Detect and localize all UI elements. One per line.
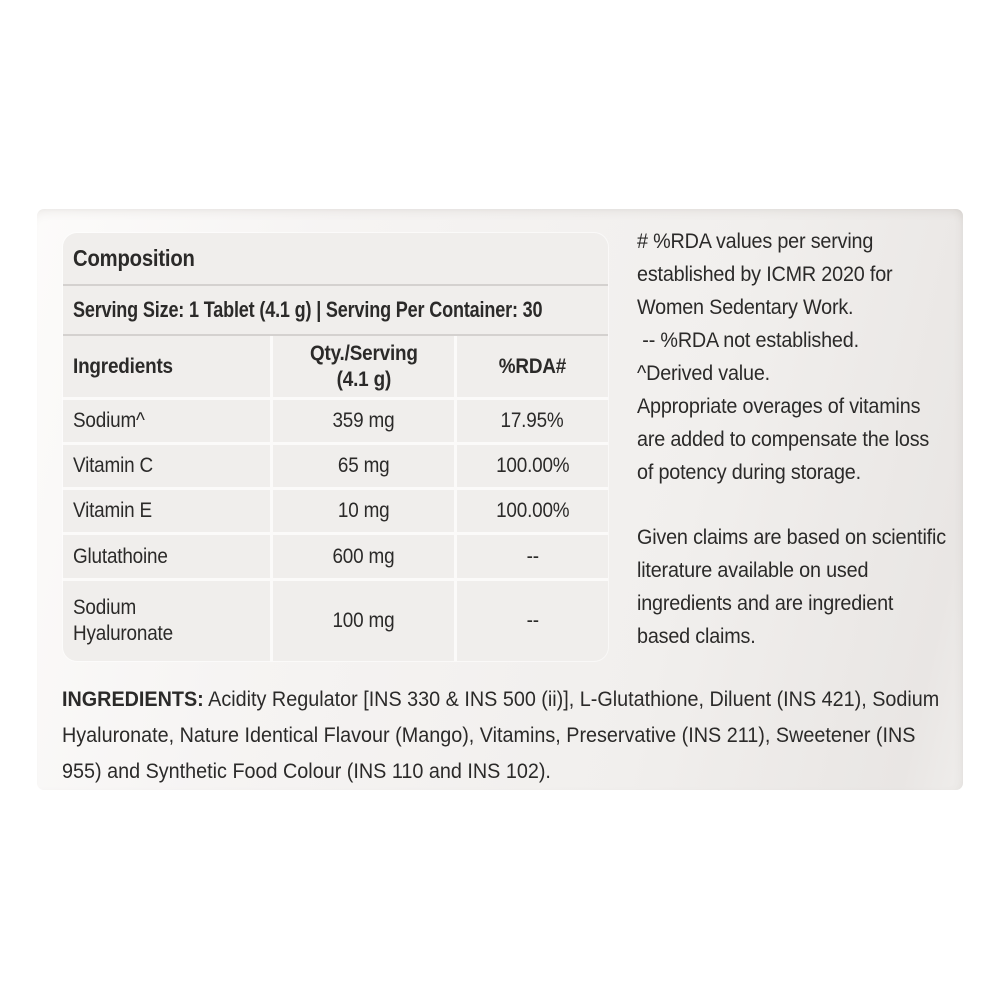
ingredients-text: Acidity Regulator [INS 330 & INS 500 (ii…: [62, 687, 940, 783]
serving-info-band: Serving Size: 1 Tablet (4.1 g) | Serving…: [63, 286, 608, 336]
composition-title: Composition: [73, 245, 195, 271]
ingredients-statement: INGREDIENTS: Acidity Regulator [INS 330 …: [62, 681, 942, 789]
table-row-sodium-hyaluronate-qty: 100 mg: [273, 581, 454, 661]
serving-info: Serving Size: 1 Tablet (4.1 g) | Serving…: [73, 297, 543, 322]
table-row-vitamin-e-qty: 10 mg: [273, 490, 454, 532]
table-row-glutathoine-name: Glutathoine: [63, 535, 270, 578]
table-row-vitamin-c-qty: 65 mg: [273, 445, 454, 487]
composition-title-band: Composition: [63, 233, 608, 286]
rda-footnote: # %RDA values per serving established by…: [637, 229, 930, 484]
table-row-sodium-hyaluronate-rda: --: [457, 581, 608, 661]
table-row-sodium-rda: 17.95%: [457, 400, 608, 442]
table-row-sodium-name: Sodium^: [63, 400, 270, 442]
supplement-label: Composition Serving Size: 1 Tablet (4.1 …: [37, 209, 963, 790]
column-header-ingredients: Ingredients: [63, 336, 270, 397]
table-row-glutathoine-qty: 600 mg: [273, 535, 454, 578]
table-row-sodium-hyaluronate-name: Sodium Hyaluronate: [63, 581, 270, 661]
ingredients-label: INGREDIENTS:: [62, 687, 204, 711]
composition-table: Ingredients Qty./Serving (4.1 g) %RDA# S…: [63, 336, 608, 661]
table-row-vitamin-e-rda: 100.00%: [457, 490, 608, 532]
footnotes-block: # %RDA values per serving established by…: [637, 225, 973, 653]
claims-note: Given claims are based on scientific lit…: [637, 525, 946, 648]
table-row-vitamin-c-rda: 100.00%: [457, 445, 608, 487]
composition-panel: Composition Serving Size: 1 Tablet (4.1 …: [63, 233, 608, 661]
table-row-sodium-qty: 359 mg: [273, 400, 454, 442]
table-row-vitamin-e-name: Vitamin E: [63, 490, 270, 532]
table-row-vitamin-c-name: Vitamin C: [63, 445, 270, 487]
column-header-qty-serving: Qty./Serving (4.1 g): [273, 336, 454, 397]
table-row-glutathoine-rda: --: [457, 535, 608, 578]
column-header-rda: %RDA#: [457, 336, 608, 397]
